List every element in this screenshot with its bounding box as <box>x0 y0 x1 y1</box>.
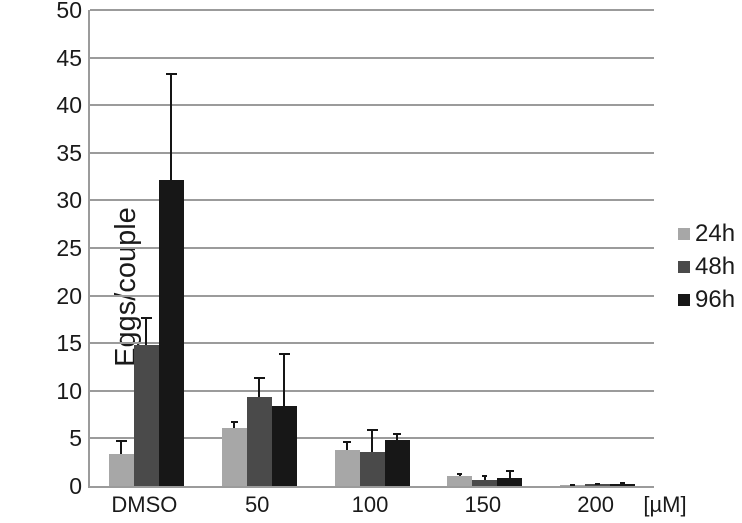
x-tick-label-50: 50 <box>244 492 270 517</box>
y-tick-label-30: 30 <box>56 187 82 214</box>
gridline-y-50 <box>90 9 654 11</box>
y-tick-label-35: 35 <box>56 139 82 166</box>
gridline-y-20 <box>90 294 654 297</box>
error-bar-50-48h <box>258 376 261 397</box>
legend-row-24h: 24h <box>678 217 735 250</box>
error-bar-cap-DMSO-24h <box>115 440 127 443</box>
legend-label-96h: 96h <box>695 285 736 313</box>
bar-DMSO-96h <box>158 180 184 486</box>
y-tick-label-0: 0 <box>69 473 82 499</box>
bar-150-24h <box>447 476 473 486</box>
legend-swatch-icon <box>678 227 690 240</box>
y-tick-label-45: 45 <box>56 44 82 71</box>
error-bar-150-96h <box>508 469 511 479</box>
error-bar-cap-150-24h <box>457 472 463 475</box>
legend-row-48h: 48h <box>678 250 735 283</box>
legend-label-24h: 24h <box>695 219 736 247</box>
legend-swatch-icon <box>678 260 690 273</box>
error-bar-cap-200-24h <box>570 484 576 487</box>
gridline-y-10 <box>90 389 654 392</box>
error-bar-DMSO-48h <box>145 317 148 346</box>
error-bar-cap-150-96h <box>505 469 515 472</box>
y-tick-label-15: 15 <box>56 330 82 357</box>
y-tick-label-50: 50 <box>56 0 82 23</box>
gridline-y-30 <box>90 199 654 202</box>
error-bar-50-24h <box>233 421 236 428</box>
bar-200-96h <box>610 483 636 486</box>
bar-50-96h <box>271 406 297 486</box>
bar-150-48h <box>472 479 498 486</box>
error-bar-cap-200-96h <box>620 482 626 485</box>
bar-100-96h <box>384 440 410 486</box>
error-bar-150-48h <box>483 475 486 480</box>
bar-DMSO-48h <box>133 345 159 486</box>
error-bar-cap-100-24h <box>342 441 352 444</box>
error-bar-cap-200-48h <box>595 482 601 485</box>
error-bar-cap-DMSO-48h <box>140 317 152 320</box>
y-tick-label-20: 20 <box>56 282 82 309</box>
y-tick-label-5: 5 <box>69 425 82 452</box>
bar-100-24h <box>334 449 360 486</box>
error-bar-cap-50-24h <box>230 421 238 424</box>
gridline-y-25 <box>90 247 654 249</box>
gridline-y-45 <box>90 56 654 59</box>
x-tick-label-100: 100 <box>351 492 389 517</box>
error-bar-cap-50-48h <box>253 376 265 379</box>
gridline-y-35 <box>90 151 654 154</box>
y-tick-label-40: 40 <box>56 92 82 119</box>
y-tick-label-10: 10 <box>56 377 82 404</box>
error-bar-100-48h <box>371 428 373 452</box>
x-axis-unit-label: [µM] <box>643 492 687 517</box>
bar-200-48h <box>585 483 611 486</box>
error-bar-100-96h <box>396 432 398 441</box>
x-tick-label-200: 200 <box>577 492 614 517</box>
bar-50-24h <box>221 427 247 486</box>
legend-row-96h: 96h <box>678 283 735 316</box>
y-tick-label-25: 25 <box>56 235 82 261</box>
error-bar-DMSO-96h <box>170 72 173 181</box>
error-bar-cap-50-96h <box>278 352 290 355</box>
bar-100-48h <box>359 451 385 486</box>
error-bar-100-24h <box>346 441 348 450</box>
gridline-y-40 <box>90 104 654 107</box>
bar-150-96h <box>497 478 523 486</box>
error-bar-50-96h <box>283 352 286 407</box>
plot-area: Eggs/couple <box>88 9 654 488</box>
error-bar-cap-150-48h <box>482 475 488 478</box>
legend-label-48h: 48h <box>695 252 736 280</box>
bar-50-48h <box>246 396 272 486</box>
error-bar-cap-100-48h <box>366 428 378 431</box>
gridline-y-15 <box>90 342 654 345</box>
bar-DMSO-24h <box>108 453 134 486</box>
legend-swatch-icon <box>678 293 690 306</box>
x-tick-label-150: 150 <box>464 492 502 517</box>
error-bar-cap-DMSO-96h <box>165 72 177 75</box>
error-bar-DMSO-24h <box>120 440 123 454</box>
error-bar-cap-100-96h <box>393 432 401 435</box>
x-tick-label-DMSO: DMSO <box>111 492 178 517</box>
legend: 24h 48h 96h <box>678 217 735 316</box>
